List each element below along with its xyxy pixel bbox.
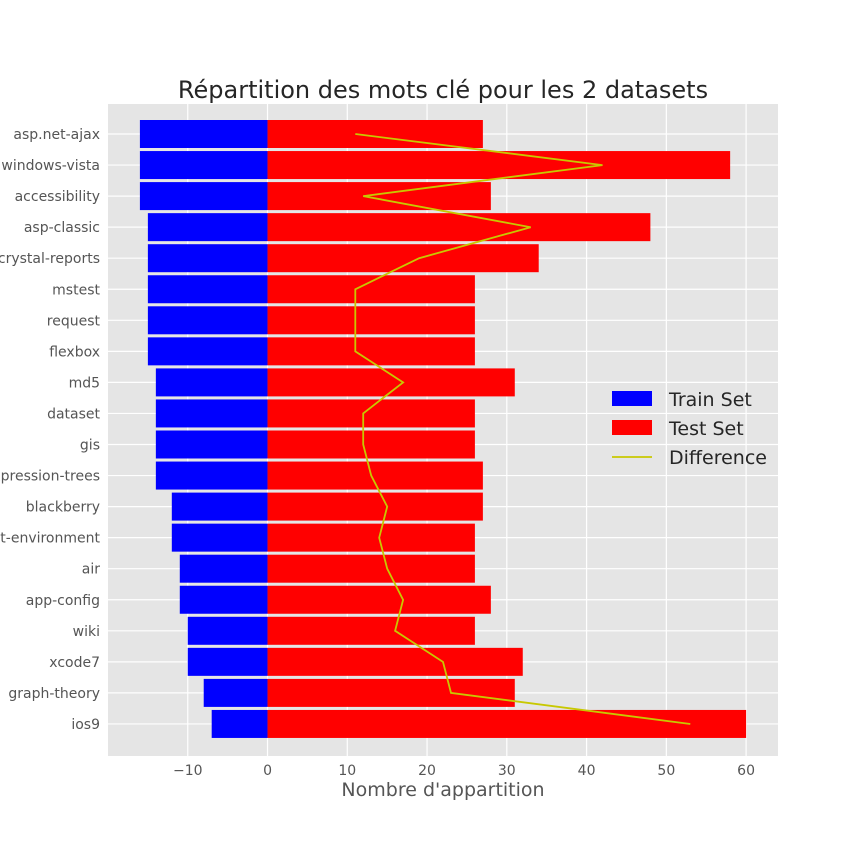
y-tick-labels: asp.net-ajax windows-vista accessibility as… [0,127,101,733]
legend-label: Train Set [668,389,752,411]
test-set-bar [267,678,515,707]
train-set-bar [155,461,268,490]
x-tick-label: 0 [263,763,272,779]
y-tick-label: xcode7 [49,655,100,671]
train-set-bar [187,616,268,645]
test-set-bar [267,492,483,521]
y-tick-label: expression-trees [0,469,100,485]
train-set-bar [211,709,268,738]
chart-title: Répartition des mots clé pour les 2 data… [178,76,708,104]
legend-label: Test Set [668,418,744,440]
test-set-bar [267,523,475,552]
y-tick-label: md5 [69,375,100,391]
y-tick-label: dataset [47,406,100,422]
train-set-bar [147,275,268,304]
x-tick-label: 60 [737,763,755,779]
y-tick-label: request [47,313,101,329]
train-set-bar [179,554,268,583]
y-tick-label: development-environment [0,531,100,547]
train-set-bar [155,368,268,397]
test-set-bar [267,585,491,614]
test-set-bar [267,399,475,428]
x-tick-label: 40 [578,763,596,779]
x-tick-label: 50 [657,763,675,779]
bars [139,120,747,738]
y-tick-label: app-config [26,593,100,609]
y-tick-label: asp-classic [24,220,100,236]
test-set-bar [267,120,483,148]
legend: Train Set Test Set Difference [612,389,767,469]
test-set-bar [267,554,475,583]
train-set-bar [203,678,268,707]
test-set-bar [267,182,491,211]
x-tick-label: −10 [173,763,203,779]
train-set-bar [147,337,268,366]
legend-swatch-test-set [612,420,652,435]
train-set-bar [147,213,268,242]
legend-label: Difference [669,447,767,469]
y-tick-label: wiki [73,624,100,640]
train-set-bar [171,523,268,552]
train-set-bar [147,306,268,335]
train-set-bar [155,399,268,428]
train-set-bar [155,430,268,459]
train-set-bar [139,182,268,211]
y-tick-label: graph-theory [8,686,100,702]
train-set-bar [179,585,268,614]
difference-line [354,133,691,725]
y-tick-label: asp.net-ajax [13,127,100,143]
x-tick-labels: −10 0 10 20 30 40 50 60 [173,763,755,779]
train-set-bar [187,647,268,676]
test-set-bar [267,275,475,304]
x-axis-label: Nombre d'appartition [341,779,544,801]
y-tick-label: flexbox [49,344,100,360]
test-set-bar [267,647,523,676]
y-tick-label: air [82,562,100,578]
legend-swatch-train-set [612,391,652,406]
train-set-bar [171,492,268,521]
train-set-bar [139,120,268,148]
y-tick-label: accessibility [15,189,100,205]
y-tick-label: gis [80,438,100,454]
x-tick-label: 20 [418,763,436,779]
y-tick-label: mstest [52,282,100,298]
test-set-bar [267,461,483,490]
y-tick-label: ios9 [71,717,100,733]
y-tick-label: blackberry [26,500,100,516]
x-tick-label: 30 [498,763,516,779]
x-tick-label: 10 [338,763,356,779]
test-set-bar [267,213,651,242]
test-set-bar [267,709,747,738]
train-set-bar [147,244,268,273]
test-set-bar [267,244,539,273]
test-set-bar [267,306,475,335]
test-set-bar [267,151,731,180]
difference-line-group [354,133,691,725]
test-set-bar [267,616,475,645]
test-set-bar [267,430,475,459]
y-tick-label: windows-vista [1,158,100,174]
train-set-bar [139,151,268,180]
y-tick-label: crystal-reports [0,251,100,267]
